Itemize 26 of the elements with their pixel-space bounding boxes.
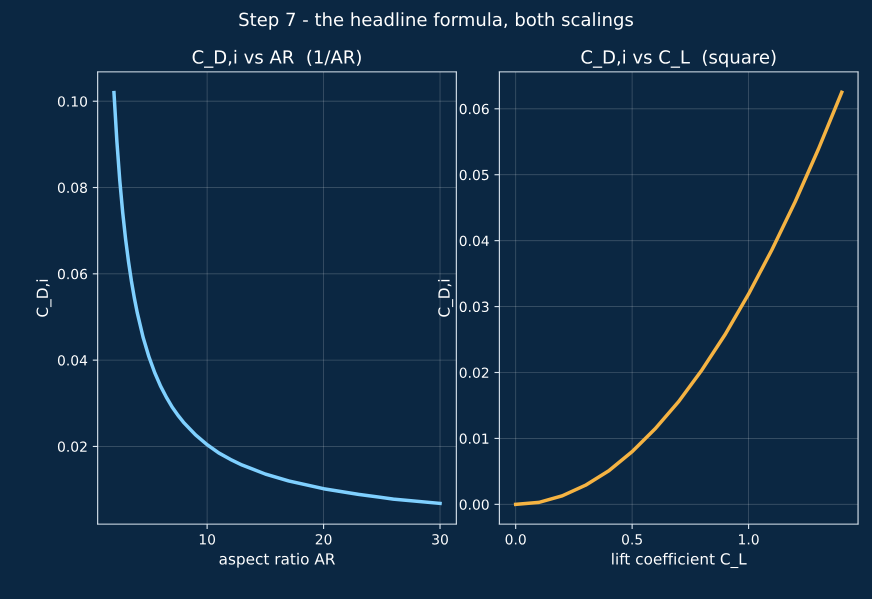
x-tick-label: 1.0 bbox=[739, 534, 759, 545]
text: Step 7 - the headline formula, both scalings bbox=[239, 12, 633, 30]
y-axis-title: C_D,i bbox=[36, 280, 52, 317]
x-tick-label: 20 bbox=[316, 534, 332, 545]
y-tick-label: 0.01 bbox=[460, 433, 488, 444]
y-tick-label: 0.10 bbox=[58, 96, 88, 107]
x-tick-label: 30 bbox=[432, 534, 448, 545]
y-tick-label: 0.02 bbox=[460, 367, 488, 378]
y-tick-label: 0.00 bbox=[460, 499, 489, 510]
x-axis-title: aspect ratio AR bbox=[220, 552, 335, 568]
y-tick-label: 0.06 bbox=[460, 104, 489, 114]
y-tick-label: 0.04 bbox=[58, 355, 88, 366]
y-tick-label: 0.03 bbox=[460, 302, 489, 312]
x-axis-title: lift coefficient C_L bbox=[612, 552, 747, 568]
x-tick-label: 0.0 bbox=[506, 534, 526, 545]
y-tick-label: 0.06 bbox=[58, 268, 88, 280]
y-tick-label: 0.04 bbox=[460, 236, 489, 246]
x-tick-label: 10 bbox=[200, 534, 216, 545]
y-axis-title: C_D,i bbox=[438, 280, 454, 317]
y-tick-label: 0.08 bbox=[58, 182, 87, 194]
y-tick-label: 0.05 bbox=[460, 170, 488, 180]
y-tick-label: 0.02 bbox=[58, 441, 87, 452]
chart-title: C_D,i vs C_L (square) bbox=[581, 50, 776, 68]
chart-title: C_D,i vs AR (1/AR) bbox=[192, 50, 361, 68]
x-tick-label: 0.5 bbox=[622, 534, 642, 545]
line-series bbox=[514, 90, 844, 506]
